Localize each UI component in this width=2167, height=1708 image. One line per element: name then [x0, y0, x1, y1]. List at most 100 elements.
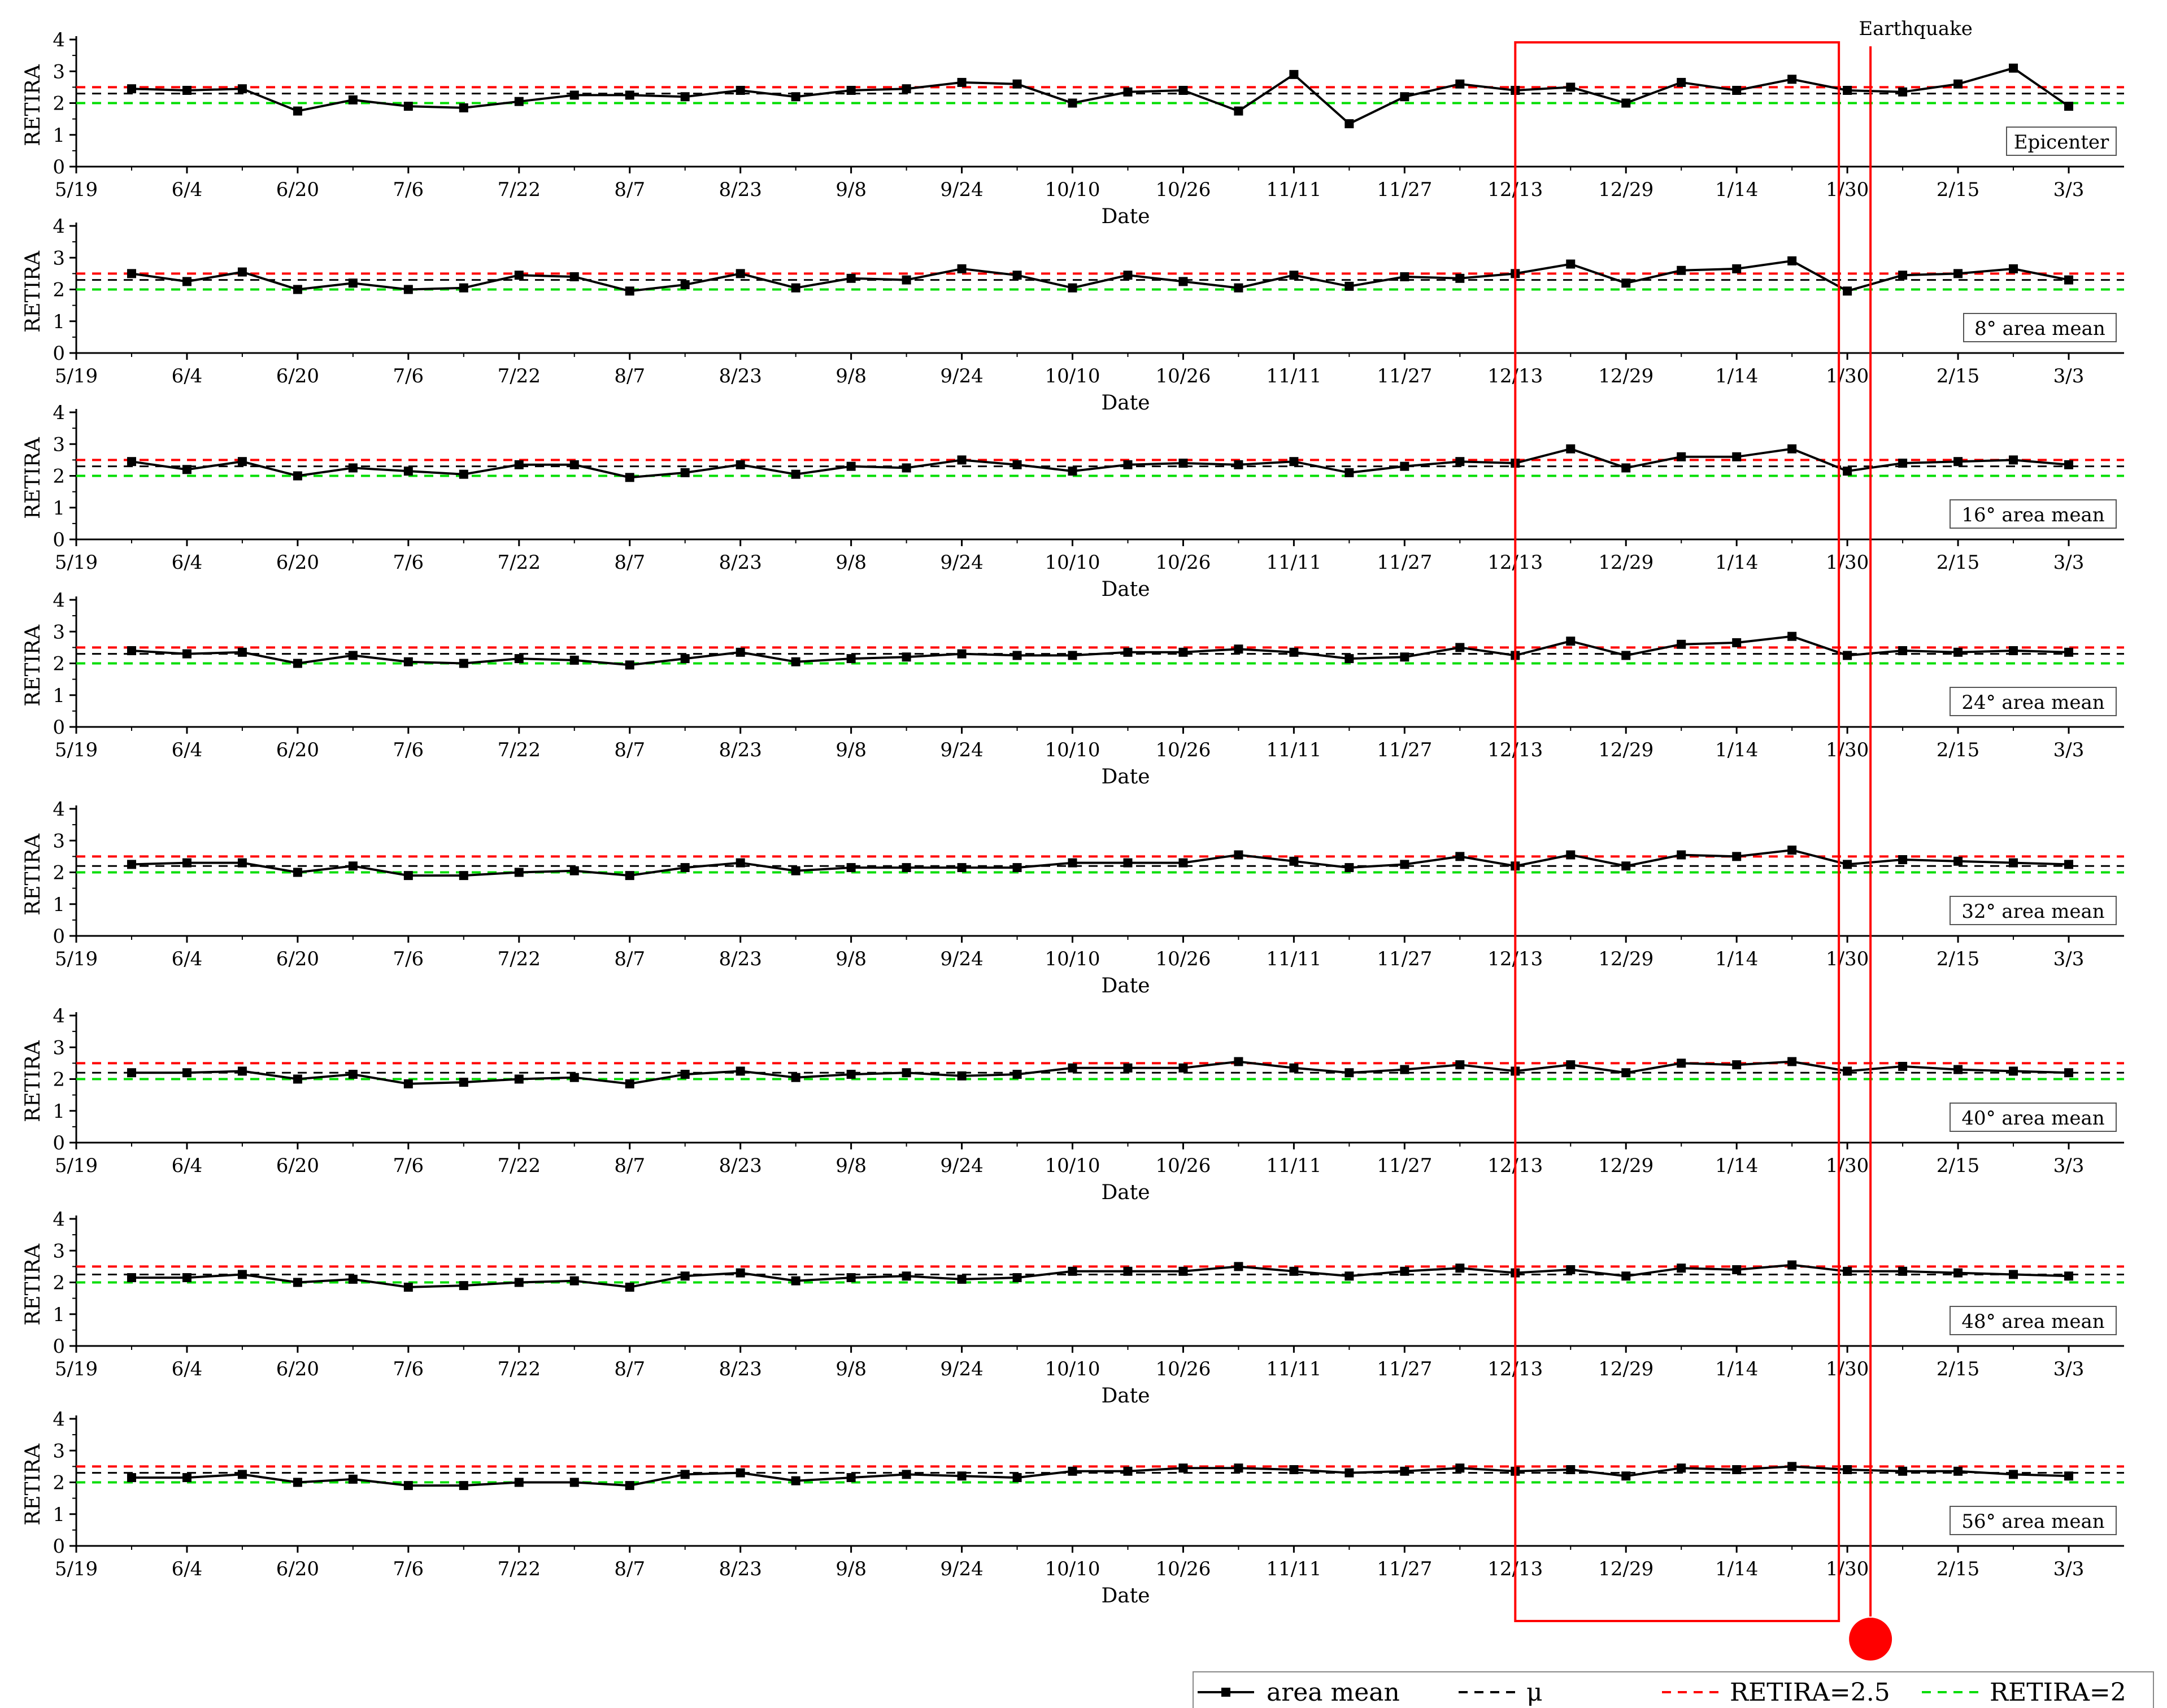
area-mean-line: [132, 1465, 2069, 1487]
x-tick-label: 11/27: [1377, 1558, 1432, 1580]
data-point: [514, 1478, 524, 1487]
x-tick-label: 7/6: [393, 1358, 424, 1380]
data-point: [680, 468, 690, 477]
x-tick-label: 6/20: [276, 365, 319, 387]
data-point: [1787, 1057, 1797, 1066]
data-point: [1289, 69, 1299, 79]
data-point: [459, 283, 468, 293]
x-tick-label: 2/15: [1937, 1154, 1979, 1177]
x-tick-label: 7/6: [393, 739, 424, 761]
data-point: [1953, 1268, 1963, 1278]
data-point: [1289, 457, 1299, 467]
panel-1: 0 1 2 3 4 RETIRA 5/19 6/4 6/20 7/6 7/22 8/7 8/23 9/8 9…: [21, 215, 2124, 415]
data-point: [1178, 277, 1188, 286]
data-point: [1344, 1271, 1354, 1281]
data-point: [1843, 1266, 1852, 1276]
data-point: [1400, 860, 1409, 869]
data-point: [237, 647, 247, 657]
x-tick-label: 6/20: [276, 1558, 319, 1580]
data-point: [2064, 102, 2074, 111]
x-tick-label: 6/20: [276, 948, 319, 970]
data-point: [182, 277, 192, 286]
x-tick-label: 9/24: [940, 948, 983, 970]
x-tick-label: 6/20: [276, 1358, 319, 1380]
data-point: [1787, 444, 1797, 454]
data-point: [1344, 1468, 1354, 1478]
x-tick-label: 12/29: [1598, 1558, 1653, 1580]
data-point: [680, 654, 690, 664]
y-tick-label: 2: [53, 1272, 65, 1295]
data-point: [736, 460, 745, 469]
x-tick-label: 3/3: [2053, 365, 2085, 387]
data-point: [1012, 863, 1022, 873]
legend-label-2-5: RETIRA=2.5: [1730, 1678, 1890, 1707]
data-point: [514, 97, 524, 106]
y-tick-label: 2: [53, 465, 65, 488]
data-point: [2009, 1066, 2018, 1076]
y-axis-title: RETIRA: [21, 64, 45, 146]
x-tick-label: 10/26: [1155, 1558, 1211, 1580]
data-point: [957, 1071, 967, 1080]
y-tick-label: 3: [53, 60, 65, 83]
data-point: [2009, 1470, 2018, 1479]
data-point: [127, 1273, 136, 1283]
data-point: [1455, 1263, 1465, 1273]
data-point: [1843, 1066, 1852, 1076]
data-point: [459, 871, 468, 881]
data-point: [1898, 1266, 1908, 1276]
x-tick-label: 9/24: [940, 551, 983, 574]
x-tick-label: 2/15: [1937, 365, 1979, 387]
data-point: [1400, 1065, 1409, 1074]
x-tick-label: 11/27: [1377, 178, 1432, 201]
data-point: [1677, 452, 1686, 461]
x-tick-label: 9/24: [940, 1154, 983, 1177]
data-point: [348, 278, 358, 288]
panel-tag-box: [2006, 127, 2117, 156]
y-tick-label: 1: [53, 894, 65, 916]
y-tick-label: 2: [53, 279, 65, 302]
data-point: [1234, 283, 1243, 293]
data-point: [2064, 1068, 2074, 1078]
panel-tag: 48° area mean: [1961, 1310, 2104, 1333]
panel-6: 0 1 2 3 4 RETIRA 5/19 6/4 6/20 7/6 7/22 8/7 8/23 9/8 9…: [21, 1208, 2124, 1408]
data-point: [237, 1270, 247, 1279]
y-tick-label: 4: [53, 1005, 65, 1027]
x-tick-label: 9/8: [836, 1558, 867, 1580]
x-tick-label: 10/26: [1155, 1154, 1211, 1177]
data-point: [1068, 651, 1077, 660]
x-tick-label: 3/3: [2053, 739, 2085, 761]
data-point: [1732, 638, 1742, 647]
y-tick-label: 2: [53, 1069, 65, 1091]
x-tick-label: 10/10: [1045, 739, 1100, 761]
y-tick-label: 0: [53, 529, 65, 551]
data-point: [1123, 1466, 1133, 1476]
data-point: [127, 269, 136, 278]
panel-tag: 8° area mean: [1974, 317, 2105, 340]
y-tick-label: 4: [53, 402, 65, 424]
x-tick-label: 11/11: [1266, 551, 1321, 574]
data-point: [1621, 1471, 1631, 1481]
x-axis-title: Date: [1101, 974, 1150, 997]
x-tick-label: 8/23: [719, 551, 762, 574]
panel-tag: 24° area mean: [1961, 691, 2104, 714]
x-tick-label: 8/7: [614, 739, 645, 761]
area-mean-line: [131, 849, 2069, 877]
x-tick-label: 11/11: [1266, 1358, 1321, 1380]
data-point: [1400, 92, 1409, 102]
x-tick-label: 7/22: [498, 365, 541, 387]
x-tick-label: 7/22: [498, 178, 541, 201]
x-tick-label: 1/30: [1826, 948, 1869, 970]
data-point: [182, 1473, 192, 1483]
data-point: [1677, 639, 1686, 649]
data-point: [569, 1478, 579, 1487]
data-point: [1344, 654, 1354, 664]
x-tick-label: 3/3: [2053, 1558, 2085, 1580]
data-point: [1068, 1466, 1077, 1476]
data-point: [1068, 1266, 1077, 1276]
data-point: [1012, 460, 1022, 469]
x-tick-label: 11/11: [1266, 1154, 1321, 1177]
data-point: [2064, 275, 2074, 285]
data-point: [2009, 63, 2018, 73]
data-point: [1234, 644, 1243, 654]
data-point: [791, 1276, 800, 1286]
